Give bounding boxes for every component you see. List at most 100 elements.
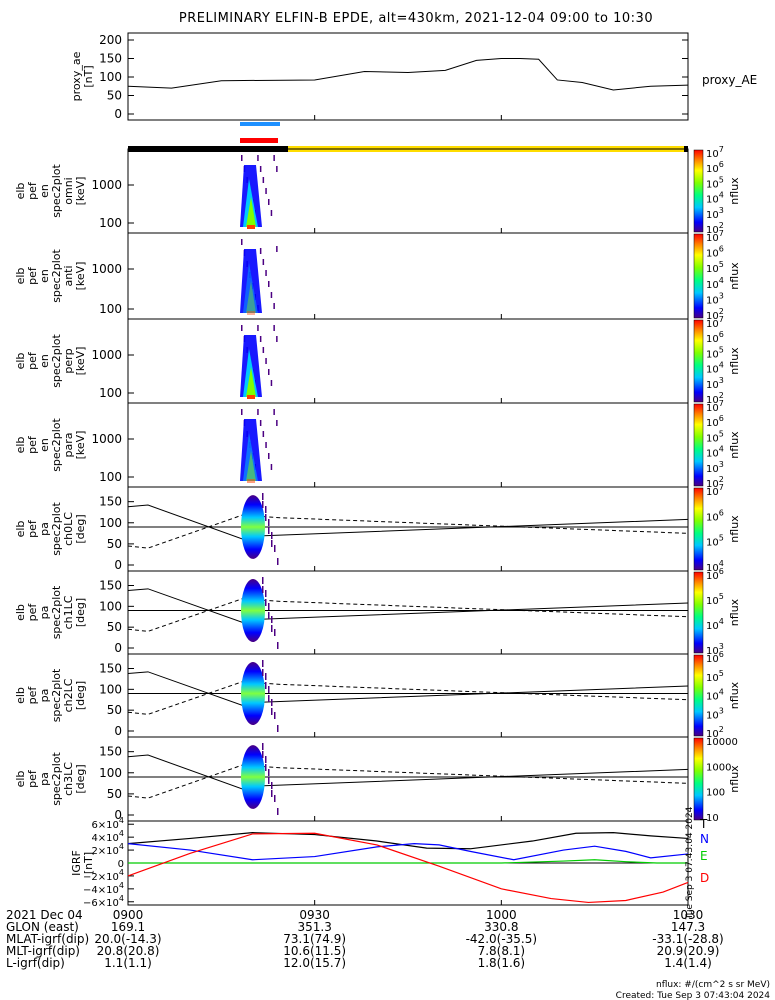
spec1-heat-core: [247, 311, 255, 315]
pa1-heat-speck: [265, 590, 267, 597]
pa0-panel-frame: [127, 486, 689, 572]
pa0-heat-speck: [262, 493, 264, 500]
pa3-colorbar-tick: 10000: [706, 737, 738, 748]
xaxis-row-value: 1.1(1.1): [104, 956, 152, 970]
spec1-colorbar-tick: 105: [706, 260, 724, 275]
pa1-ytick-label: 50: [107, 620, 122, 634]
pa3-ytick-label: 0: [114, 808, 122, 822]
pa2-ylabel: [deg]: [74, 681, 87, 710]
spec2-colorbar-tick: 106: [706, 330, 724, 345]
xaxis-row-label: MLT-igrf(dip): [6, 944, 80, 958]
indicator-blue-bar: [240, 122, 280, 126]
igrf-series-E: [128, 859, 688, 864]
spec0-colorbar-tick: 102: [706, 221, 724, 236]
spec2-ylabel: elb: [14, 353, 27, 370]
pa3-heat-speck: [268, 769, 270, 776]
pa1-heat-speck: [277, 642, 279, 649]
pa2-heat-speck: [271, 708, 273, 715]
pa3-ylabel: spec2plot: [50, 752, 63, 806]
pa1-heat-speck: [271, 616, 273, 623]
pa0-heat-speck: [265, 514, 267, 521]
pa0-colorbar-tick: 107: [706, 483, 724, 498]
xaxis-row-value: -42.0(-35.5): [466, 932, 537, 946]
xaxis-row-value: 1.4(1.4): [664, 956, 712, 970]
pa2-colorbar-label: nflux: [728, 681, 741, 709]
pa1-heat-blob: [241, 578, 265, 643]
pa0-ylabel: spec2plot: [50, 502, 63, 556]
pa0-colorbar-tick: 105: [706, 534, 724, 549]
spec0-ylabel: [keV]: [74, 177, 87, 206]
pa2-ytick-label: 150: [99, 662, 122, 676]
pa0-ytick-label: 0: [114, 558, 122, 572]
igrf-series-T: [127, 832, 689, 850]
ae-ytick-label: 200: [99, 33, 122, 47]
spec1-heat-speck: [273, 303, 275, 309]
spec2-panel-frame: [127, 318, 689, 404]
spec3-heat-speck: [241, 409, 243, 415]
indicator-red-bar: [240, 138, 278, 143]
spec0-colorbar-tick: 103: [706, 206, 724, 221]
spec0-panel-frame: [127, 148, 689, 234]
pa2-colorbar-tick: 104: [706, 688, 724, 703]
pa1-ylabel: pef: [26, 603, 39, 622]
spec1-ytick-label: 1000: [91, 262, 122, 276]
pa3-heat-speck: [277, 808, 279, 815]
pa1-ytick-label: 100: [99, 599, 122, 613]
igrf-ytick-label: 2×104: [91, 842, 124, 857]
pa0-heat-speck: [265, 506, 267, 513]
xaxis-row-value: 12.0(15.7): [283, 956, 346, 970]
xaxis-row-value: 147.3: [671, 920, 705, 934]
spec0-heat-speck: [265, 188, 267, 194]
pa1-colorbar-tick: 105: [706, 592, 724, 607]
spec3-heat-speck: [276, 420, 278, 426]
igrf-series-D: [127, 832, 689, 904]
igrf-ytick-label: −4×104: [83, 881, 124, 896]
spec0-ylabel: spec2plot: [50, 164, 63, 218]
xaxis-row-value: 20.9(20.9): [657, 944, 720, 958]
ae-ytick-label: 50: [107, 89, 122, 103]
spec2-heat-speck: [265, 358, 267, 364]
pa1-ytick-label: 0: [114, 641, 122, 655]
pa1-colorbar-label: nflux: [728, 598, 741, 626]
igrf-legend-N: N: [700, 832, 709, 846]
spec0-heat-speck: [241, 155, 243, 161]
ae-ytick-label: 150: [99, 52, 122, 66]
footer-units: nflux: #/(cm^2 s sr MeV): [656, 980, 770, 990]
spec3-heat-core: [247, 479, 255, 483]
spec0-ylabel: pef: [26, 181, 39, 200]
pa2-losscone-dashed: [127, 681, 689, 715]
pa1-heat-speck: [262, 586, 264, 593]
pa2-heat-speck: [262, 660, 264, 667]
spec3-colorbar-tick: 104: [706, 445, 724, 460]
pa3-ylabel: pa: [38, 772, 51, 786]
xaxis-row-value: 0900: [113, 908, 144, 922]
spec1-colorbar-tick: 107: [706, 229, 724, 244]
spec2-colorbar: [693, 319, 704, 403]
spec0-colorbar-tick: 107: [706, 145, 724, 160]
xaxis-row-value: -33.1(-28.8): [652, 932, 723, 946]
spec2-ylabel: perp: [62, 348, 75, 373]
pa3-ylabel: pef: [26, 769, 39, 788]
pa0-heat-speck: [268, 519, 270, 526]
xaxis-row-value: 73.1(74.9): [283, 932, 346, 946]
pa1-heat-speck: [268, 612, 270, 619]
pa3-ytick-label: 50: [107, 787, 122, 801]
spec1-ylabel: pef: [26, 266, 39, 285]
xaxis-row-value: 20.8(20.8): [97, 944, 160, 958]
spec1-ylabel: anti: [62, 265, 75, 286]
pa2-ylabel: spec2plot: [50, 668, 63, 722]
spec0-ylabel: omni: [62, 177, 75, 204]
pa3-colorbar-tick: 1000: [706, 762, 731, 773]
spec0-ytick-label: 1000: [91, 178, 122, 192]
igrf-ylabel: IGRF[nT]: [70, 850, 95, 876]
pa3-heat-speck: [271, 790, 273, 797]
xaxis-row-label: MLAT-igrf(dip): [6, 932, 89, 946]
xaxis-row-value: 0930: [299, 908, 330, 922]
pa2-colorbar: [693, 654, 704, 737]
pa1-ylabel: pa: [38, 606, 51, 620]
footer-created: Created: Tue Sep 3 07:43:04 2024: [616, 991, 771, 1000]
spec3-heat-speck: [273, 409, 275, 415]
pa0-ytick-label: 100: [99, 516, 122, 530]
pa2-heat-speck: [271, 699, 273, 706]
spec0-colorbar-tick: 106: [706, 160, 724, 175]
